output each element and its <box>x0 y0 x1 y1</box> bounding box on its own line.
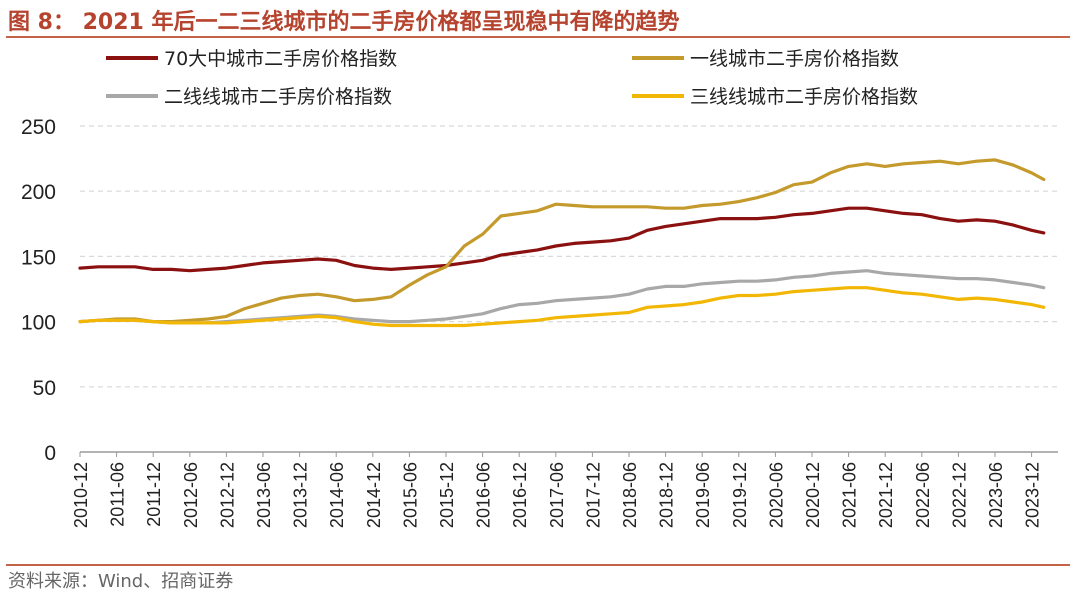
y-tick-label: 50 <box>33 377 56 400</box>
x-tick-label: 2015-12 <box>437 462 457 528</box>
x-tick-label: 2021-06 <box>840 462 860 528</box>
x-tick-label: 2021-12 <box>876 462 896 528</box>
x-tick-label: 2022-12 <box>949 462 969 528</box>
x-tick-label: 2016-06 <box>474 462 494 528</box>
y-tick-label: 200 <box>21 181 56 204</box>
title-rule <box>6 36 1070 38</box>
x-tick-label: 2015-06 <box>400 462 420 528</box>
legend-label-2: 一线城市二手房价格指数 <box>690 48 899 70</box>
source-rule <box>6 564 1070 566</box>
x-tick-label: 2020-12 <box>803 462 823 528</box>
x-tick-label: 2014-12 <box>364 462 384 528</box>
x-tick-label: 2013-12 <box>291 462 311 528</box>
series-line-2 <box>78 158 1046 324</box>
x-tick-label: 2023-12 <box>1023 462 1043 528</box>
x-tick-label: 2018-12 <box>657 462 677 528</box>
figure-title: 图 8： 2021 年后一二三线城市的二手房价格都呈现稳中有降的趋势 <box>8 10 680 35</box>
x-tick-label: 2013-06 <box>254 462 274 528</box>
series-line-1 <box>78 206 1046 273</box>
y-tick-label: 100 <box>21 312 56 335</box>
series-line-4 <box>78 286 1046 328</box>
x-tick-label: 2016-12 <box>510 462 530 528</box>
x-tick-label: 2019-12 <box>730 462 750 528</box>
x-tick-label: 2012-12 <box>217 462 237 528</box>
x-tick-label: 2011-06 <box>108 462 128 527</box>
legend-label-3: 二线线城市二手房价格指数 <box>164 86 392 108</box>
x-tick-label: 2023-06 <box>986 462 1006 528</box>
x-tick-label: 2010-12 <box>71 462 91 528</box>
x-tick-label: 2018-06 <box>620 462 640 528</box>
source-note: 资料来源：Wind、招商证券 <box>8 571 234 592</box>
x-tick-label: 2020-06 <box>766 462 786 528</box>
x-tick-label: 2011-12 <box>144 462 164 527</box>
y-tick-label: 150 <box>21 246 56 269</box>
y-tick-label: 0 <box>44 442 56 465</box>
x-tick-label: 2022-06 <box>913 462 933 528</box>
x-tick-label: 2019-06 <box>693 462 713 528</box>
y-tick-label: 250 <box>21 116 56 139</box>
x-tick-label: 2014-06 <box>327 462 347 528</box>
x-tick-label: 2017-06 <box>547 462 567 528</box>
legend-label-1: 70大中城市二手房价格指数 <box>164 48 397 70</box>
legend-label-4: 三线线城市二手房价格指数 <box>690 86 918 108</box>
x-tick-label: 2012-06 <box>181 462 201 528</box>
x-tick-label: 2017-12 <box>583 462 603 528</box>
